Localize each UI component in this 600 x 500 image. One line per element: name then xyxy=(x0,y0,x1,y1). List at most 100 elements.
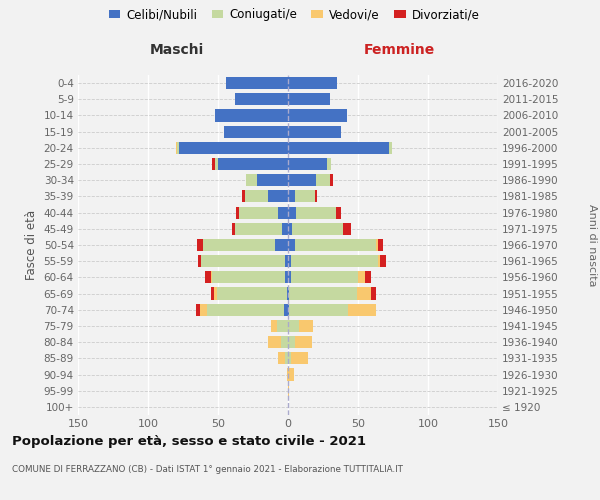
Text: Maschi: Maschi xyxy=(150,44,204,58)
Bar xyxy=(257,174,288,186)
Bar xyxy=(236,206,239,218)
Bar xyxy=(288,368,293,380)
Bar xyxy=(232,222,235,235)
Bar xyxy=(200,304,207,316)
Bar xyxy=(212,272,285,283)
Bar xyxy=(281,336,288,348)
Bar xyxy=(288,93,330,106)
Bar xyxy=(235,93,288,106)
Bar xyxy=(239,206,278,218)
Bar xyxy=(288,222,292,235)
Bar xyxy=(277,320,288,332)
Bar xyxy=(295,336,312,348)
Bar xyxy=(218,158,288,170)
Bar xyxy=(371,288,376,300)
Bar xyxy=(330,174,333,186)
Bar xyxy=(284,304,288,316)
Bar xyxy=(176,142,178,154)
Bar xyxy=(201,255,285,268)
Bar xyxy=(296,206,335,218)
Bar xyxy=(365,272,371,283)
Bar xyxy=(246,174,257,186)
Bar xyxy=(288,110,347,122)
Bar xyxy=(288,174,316,186)
Bar xyxy=(214,288,217,300)
Legend: Celibi/Nubili, Coniugati/e, Vedovi/e, Divorziati/e: Celibi/Nubili, Coniugati/e, Vedovi/e, Di… xyxy=(106,6,482,24)
Bar xyxy=(278,352,285,364)
Bar xyxy=(199,255,201,268)
Bar xyxy=(343,222,351,235)
Bar xyxy=(288,77,337,89)
Bar xyxy=(292,222,343,235)
Bar xyxy=(245,190,268,202)
Bar xyxy=(335,206,341,218)
Bar xyxy=(287,368,288,380)
Bar xyxy=(348,304,376,316)
Bar xyxy=(295,239,376,251)
Text: COMUNE DI FERRAZZANO (CB) - Dati ISTAT 1° gennaio 2021 - Elaborazione TUTTITALIA: COMUNE DI FERRAZZANO (CB) - Dati ISTAT 1… xyxy=(12,465,403,474)
Bar xyxy=(295,190,314,202)
Bar xyxy=(288,190,295,202)
Bar xyxy=(288,304,289,316)
Bar xyxy=(288,142,389,154)
Bar xyxy=(288,126,341,138)
Bar xyxy=(291,352,308,364)
Bar xyxy=(278,206,288,218)
Bar xyxy=(377,239,383,251)
Bar xyxy=(314,190,317,202)
Bar xyxy=(203,239,275,251)
Y-axis label: Fasce di età: Fasce di età xyxy=(25,210,38,280)
Bar xyxy=(316,174,330,186)
Bar xyxy=(283,222,288,235)
Bar xyxy=(285,255,288,268)
Bar xyxy=(211,272,212,283)
Bar xyxy=(291,255,377,268)
Bar xyxy=(285,272,288,283)
Bar xyxy=(287,288,288,300)
Bar xyxy=(268,190,288,202)
Text: Femmine: Femmine xyxy=(364,44,434,58)
Bar xyxy=(389,142,392,154)
Bar xyxy=(288,158,327,170)
Bar xyxy=(288,239,295,251)
Bar xyxy=(178,142,179,154)
Bar xyxy=(288,384,289,397)
Bar xyxy=(356,288,371,300)
Bar xyxy=(211,288,214,300)
Bar xyxy=(207,304,284,316)
Bar xyxy=(376,239,377,251)
Bar xyxy=(288,336,295,348)
Bar xyxy=(215,110,288,122)
Bar xyxy=(179,142,288,154)
Text: Popolazione per età, sesso e stato civile - 2021: Popolazione per età, sesso e stato civil… xyxy=(12,435,366,448)
Bar xyxy=(215,158,218,170)
Bar xyxy=(285,352,288,364)
Bar xyxy=(226,77,288,89)
Bar xyxy=(289,288,356,300)
Bar xyxy=(197,239,203,251)
Bar xyxy=(288,288,289,300)
Bar xyxy=(217,288,287,300)
Bar xyxy=(235,222,283,235)
Bar xyxy=(196,304,200,316)
Bar xyxy=(291,272,358,283)
Bar xyxy=(275,239,288,251)
Text: Anni di nascita: Anni di nascita xyxy=(587,204,597,286)
Bar xyxy=(288,352,291,364)
Bar xyxy=(299,320,313,332)
Bar xyxy=(224,126,288,138)
Bar xyxy=(205,272,211,283)
Bar xyxy=(377,255,380,268)
Bar xyxy=(327,158,331,170)
Bar xyxy=(288,206,296,218)
Bar xyxy=(380,255,386,268)
Bar xyxy=(288,320,299,332)
Bar xyxy=(288,272,291,283)
Bar xyxy=(288,255,291,268)
Bar xyxy=(289,304,348,316)
Bar xyxy=(212,158,215,170)
Bar xyxy=(268,336,281,348)
Bar xyxy=(271,320,277,332)
Bar xyxy=(358,272,365,283)
Bar xyxy=(242,190,245,202)
